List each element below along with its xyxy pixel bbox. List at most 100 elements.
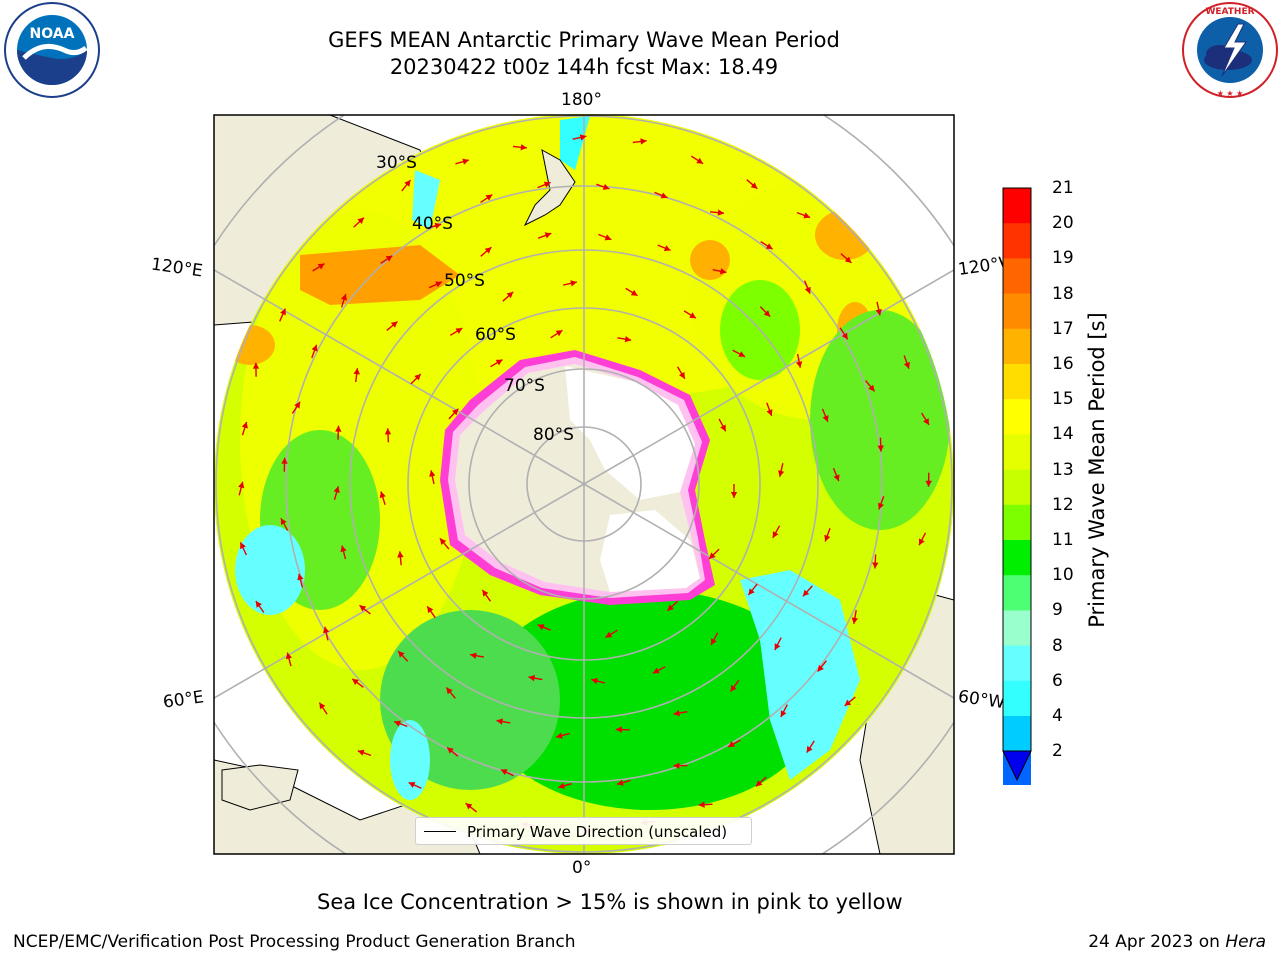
wave-arrow-head: [556, 732, 563, 739]
wave-arrow-head: [385, 255, 393, 262]
wave-arrow-head: [482, 589, 489, 597]
wave-arrow-head: [543, 181, 551, 188]
wave-arrow-head: [877, 445, 884, 452]
colorbar-tick-label: 20: [1052, 213, 1074, 234]
wave-arrow-head: [660, 192, 668, 199]
wave-arrow-head: [427, 606, 434, 614]
colorbar-segment: [1003, 610, 1031, 647]
wave-arrow-head: [335, 425, 342, 432]
wave-arrow-head: [766, 409, 773, 416]
wave-arrow-head: [605, 631, 613, 638]
wave-arrow-head: [281, 457, 288, 464]
wave-arrow-head: [755, 780, 763, 787]
wave-arrow-head: [435, 281, 442, 288]
wave-arrow-head: [717, 209, 724, 216]
wave-arrow-head: [796, 361, 803, 368]
footer-credit: NCEP/EMC/Verification Post Processing Pr…: [13, 932, 576, 952]
wave-arrow-head: [414, 374, 421, 381]
wave-arrow-head: [750, 182, 758, 189]
colorbar-tick-label: 17: [1052, 318, 1074, 339]
colorbar-tick-label: 15: [1052, 389, 1074, 410]
wave-arrow-head: [817, 665, 824, 672]
wave-arrow-head: [875, 309, 882, 316]
wave-arrow-head: [851, 617, 858, 624]
wave-arrow-head: [455, 328, 463, 334]
wave-arrow-head: [485, 194, 493, 201]
wave-arrow-head: [868, 384, 875, 392]
wave-arrow-head: [730, 684, 737, 692]
lat-label-70s: 70°S: [504, 376, 545, 396]
ice-shelf-weddell: [600, 510, 700, 592]
colorbar-tick-label: 19: [1052, 248, 1074, 269]
wave-arrow-head: [774, 643, 781, 650]
lat-label-30s: 30°S: [376, 153, 417, 173]
wave-arrow-head: [679, 371, 685, 379]
wave-arrow-head: [446, 687, 453, 695]
legend: Primary Wave Direction (unscaled): [415, 817, 752, 845]
colorbar-tick-label: 21: [1052, 178, 1074, 198]
wave-arrow-head: [872, 562, 879, 569]
lon-label-0: 0°: [572, 858, 592, 878]
wave-arrow-head: [555, 330, 563, 337]
chart-subtitle: 20230422 t00z 144h fcst Max: 18.49: [389, 55, 779, 79]
svg-text:★ ★ ★: ★ ★ ★: [1217, 89, 1244, 98]
wave-arrow-head: [252, 362, 260, 369]
wave-arrow-head: [439, 538, 447, 545]
wave-arrow-head: [359, 605, 367, 612]
lat-label-40s: 40°S: [412, 214, 453, 234]
colorbar-tick-label: 13: [1052, 459, 1074, 480]
wave-arrow-head: [352, 678, 359, 685]
wave-arrow-head: [353, 368, 360, 375]
wave-arrow-head: [452, 408, 459, 416]
wave-arrow-head: [495, 359, 503, 366]
wave-arrow-head: [822, 415, 829, 422]
wave-arrow-head: [398, 651, 405, 658]
colorbar-segment: [1003, 328, 1031, 365]
wave-arrow-head: [698, 801, 705, 808]
wave-arrow-head: [925, 480, 932, 487]
wave-arrow-head: [434, 222, 442, 229]
wave-arrow-head: [780, 710, 787, 718]
wave-arrow-head: [340, 545, 347, 553]
chart-title: GEFS MEAN Antarctic Primary Wave Mean Pe…: [328, 28, 840, 52]
colorbar-segment: [1003, 575, 1031, 611]
sea-ice-note: Sea Ice Concentration > 15% is shown in …: [317, 890, 903, 914]
wave-arrow-head: [630, 289, 638, 296]
wave-arrow-head: [778, 470, 785, 477]
wave-arrow-head: [323, 626, 330, 634]
wave-arrow-head: [673, 762, 680, 769]
wave-arrow-head: [429, 470, 436, 477]
wave-arrow-head: [604, 234, 612, 241]
wave-arrow-head: [280, 518, 287, 525]
nws-logo-icon: WEATHER ★ ★ ★: [1182, 2, 1278, 98]
wave-arrow-head: [624, 336, 632, 343]
wave-direction-arrows: [238, 134, 932, 835]
wave-arrow-head: [570, 280, 577, 287]
wave-arrow-head: [462, 158, 469, 165]
wave-arrow-head: [602, 183, 610, 190]
wave-arrow-head: [544, 232, 552, 239]
wave-arrow-head: [803, 212, 811, 219]
wave-arrow-head: [833, 474, 840, 482]
lat-label-80s: 80°S: [533, 425, 574, 445]
wave-arrow-head: [390, 321, 398, 328]
wave-arrow-head: [730, 492, 738, 498]
wave-arrow-head: [663, 245, 671, 252]
wave-arrow-head: [408, 782, 416, 788]
wave-arrow-head: [763, 310, 771, 317]
wave-arrow-head: [241, 421, 248, 429]
wave-arrow-head: [340, 293, 347, 301]
lon-label-180: 180°: [561, 90, 602, 110]
wave-arrow-head: [297, 573, 304, 581]
wave-arrow-head: [500, 769, 508, 775]
wave-arrow-head: [591, 677, 598, 685]
colorbar-segment: [1003, 223, 1031, 259]
wave-arrow-head: [673, 709, 680, 717]
wave-arrow-head: [357, 749, 365, 756]
colorbar-tick-label: 11: [1052, 530, 1074, 550]
legend-label: Primary Wave Direction (unscaled): [467, 823, 728, 841]
wave-arrow-head: [802, 589, 810, 597]
wave-arrow-head: [844, 699, 852, 706]
wave-arrow-head: [520, 144, 527, 151]
